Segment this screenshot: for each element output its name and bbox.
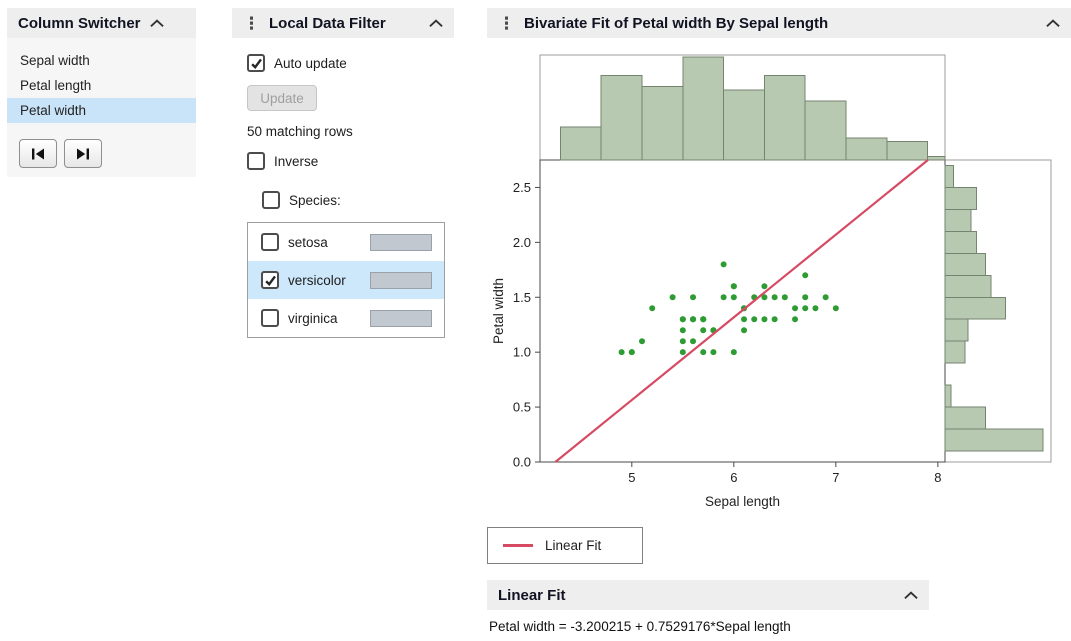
scatter-points[interactable] — [618, 261, 839, 356]
auto-update-label: Auto update — [274, 55, 347, 71]
checkmark-icon — [250, 58, 262, 69]
inverse-row: Inverse — [247, 152, 454, 170]
collapse-chevron-icon[interactable] — [429, 18, 443, 28]
column-item-petal-length[interactable]: Petal length — [20, 78, 92, 93]
axes: 5 6 7 8 0.0 0.5 1.0 1.5 2.0 2.5 Sepal length Petal … — [491, 180, 941, 509]
linear-fit-section-header[interactable]: Linear Fit — [487, 580, 929, 610]
fit-legend: Linear Fit — [487, 527, 643, 564]
right-histogram[interactable] — [944, 164, 1044, 452]
collapse-chevron-icon[interactable] — [149, 18, 164, 28]
svg-text:6: 6 — [730, 470, 737, 485]
svg-text:1.0: 1.0 — [513, 345, 531, 360]
setosa-checkbox[interactable] — [261, 233, 279, 251]
local-data-filter-panel: ⋮ Local Data Filter Auto update Update 5… — [232, 8, 454, 338]
skip-last-icon — [77, 148, 89, 159]
svg-text:2.5: 2.5 — [513, 180, 531, 195]
virginica-checkbox[interactable] — [261, 309, 279, 327]
virginica-count-bar — [370, 309, 432, 327]
collapse-chevron-icon[interactable] — [1046, 18, 1060, 28]
local-data-filter-title: Local Data Filter — [269, 14, 386, 32]
checkmark-icon — [264, 275, 276, 286]
update-button[interactable]: Update — [247, 85, 317, 111]
column-switcher-title: Column Switcher — [18, 14, 141, 32]
virginica-label: virginica — [288, 310, 338, 326]
fit-line — [554, 159, 929, 463]
legend-label: Linear Fit — [545, 538, 602, 553]
local-data-filter-header[interactable]: ⋮ Local Data Filter — [232, 8, 454, 38]
column-switcher-nav — [19, 139, 196, 168]
menu-kebab-icon[interactable]: ⋮ — [243, 13, 260, 33]
last-column-button[interactable] — [64, 139, 102, 168]
svg-text:Sepal length: Sepal length — [705, 494, 780, 509]
svg-text:Petal width: Petal width — [491, 278, 506, 344]
species-row: Species: — [262, 191, 454, 209]
bivariate-title: Bivariate Fit of Petal width By Sepal le… — [524, 14, 829, 32]
bivariate-plot[interactable]: 5 6 7 8 0.0 0.5 1.0 1.5 2.0 2.5 Sepal length Petal … — [487, 48, 1065, 516]
inverse-label: Inverse — [274, 153, 319, 169]
matching-rows-status: 50 matching rows — [247, 124, 353, 139]
top-histogram[interactable] — [559, 56, 946, 161]
bivariate-header[interactable]: ⋮ Bivariate Fit of Petal width By Sepal … — [487, 8, 1071, 38]
column-switcher-body: Sepal width Petal length Petal width — [7, 38, 196, 177]
auto-update-row: Auto update — [247, 54, 454, 72]
column-item-sepal-width[interactable]: Sepal width — [20, 53, 90, 68]
auto-update-checkbox[interactable] — [247, 54, 265, 72]
column-switcher-panel: Column Switcher Sepal width Petal length… — [7, 8, 196, 177]
filter-level-setosa[interactable]: setosa — [248, 223, 444, 261]
setosa-count-bar — [370, 233, 432, 251]
versicolor-label: versicolor — [288, 272, 346, 288]
svg-text:2.0: 2.0 — [513, 235, 531, 250]
species-label: Species: — [289, 192, 341, 208]
svg-text:7: 7 — [832, 470, 839, 485]
column-switcher-header[interactable]: Column Switcher — [7, 8, 196, 38]
svg-text:0.0: 0.0 — [513, 455, 531, 470]
filter-level-versicolor[interactable]: versicolor — [248, 261, 444, 299]
species-levels-box: setosa versicolor virginica — [247, 222, 445, 338]
svg-text:0.5: 0.5 — [513, 400, 531, 415]
linear-fit-line-swatch — [503, 544, 533, 547]
first-column-button[interactable] — [19, 139, 57, 168]
fit-equation: Petal width = -3.200215 + 0.7529176*Sepa… — [489, 619, 791, 634]
svg-text:8: 8 — [934, 470, 941, 485]
svg-text:5: 5 — [628, 470, 635, 485]
collapse-chevron-icon[interactable] — [904, 590, 918, 600]
menu-kebab-icon[interactable]: ⋮ — [498, 13, 515, 33]
inverse-checkbox[interactable] — [247, 152, 265, 170]
setosa-label: setosa — [288, 234, 328, 250]
species-checkbox[interactable] — [262, 191, 280, 209]
skip-first-icon — [32, 148, 44, 159]
svg-text:1.5: 1.5 — [513, 290, 531, 305]
versicolor-count-bar — [370, 271, 432, 289]
filter-level-virginica[interactable]: virginica — [248, 299, 444, 337]
local-data-filter-body: Auto update Update 50 matching rows Inve… — [232, 38, 454, 338]
column-item-petal-width[interactable]: Petal width — [7, 98, 196, 123]
versicolor-checkbox[interactable] — [261, 271, 279, 289]
linear-fit-title: Linear Fit — [498, 586, 566, 604]
